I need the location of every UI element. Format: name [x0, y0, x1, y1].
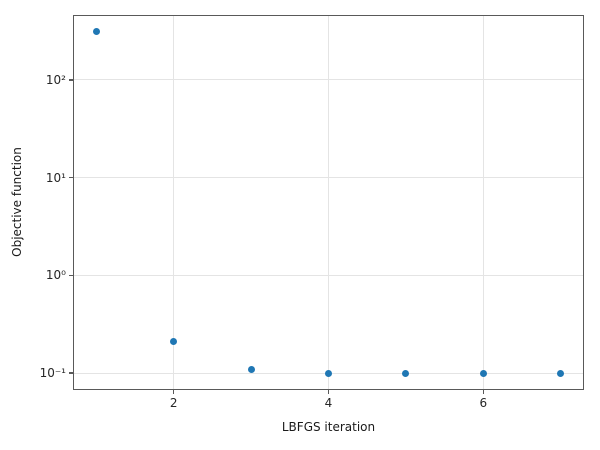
scatter-point	[402, 369, 410, 377]
x-tick-label: 6	[479, 396, 488, 410]
y-gridline	[73, 79, 584, 81]
x-tick-label: 4	[324, 396, 333, 410]
y-tick-label: 10²	[45, 72, 66, 87]
scatter-point	[557, 369, 565, 377]
y-gridline	[73, 177, 584, 179]
x-tick-label: 2	[169, 396, 178, 410]
y-tick-mark	[69, 274, 73, 276]
scatter-point	[325, 369, 332, 377]
y-tick-mark	[69, 372, 73, 374]
scatter-point	[479, 369, 487, 377]
x-gridline	[328, 15, 329, 390]
y-tick-label: 10⁻¹	[39, 366, 66, 381]
x-tick-mark	[482, 390, 484, 394]
scatter-point	[92, 28, 100, 36]
y-tick-label: 10⁰	[45, 268, 66, 283]
y-tick-mark	[69, 177, 73, 179]
y-gridline	[73, 274, 584, 276]
y-tick-mark	[69, 79, 73, 81]
scatter-point	[170, 338, 178, 346]
y-axis-label: Objective function	[10, 147, 24, 257]
x-tick-mark	[327, 390, 330, 394]
scatter-point	[247, 365, 255, 373]
x-gridline	[173, 15, 175, 390]
x-tick-mark	[173, 390, 175, 394]
x-gridline	[482, 15, 484, 390]
y-tick-label: 10¹	[45, 170, 66, 185]
x-axis-label: LBFGS iteration	[281, 420, 376, 434]
